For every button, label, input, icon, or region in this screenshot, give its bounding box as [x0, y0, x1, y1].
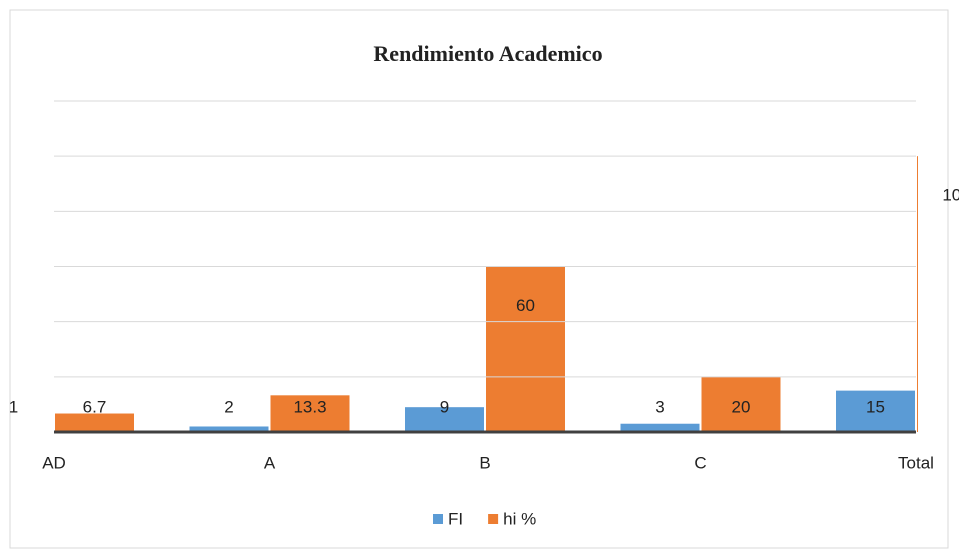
data-label: 3	[655, 397, 664, 416]
bar	[270, 395, 350, 432]
data-label: 15	[866, 397, 885, 416]
data-label: 2	[224, 397, 233, 416]
data-label: 20	[732, 397, 751, 416]
x-tick-label: B	[479, 453, 490, 472]
data-label: 100	[942, 186, 959, 205]
chart-border	[9, 9, 949, 549]
plot-area	[55, 156, 918, 432]
x-tick-label: A	[264, 453, 276, 472]
data-label: 6.7	[83, 397, 107, 416]
data-label: 1	[9, 397, 18, 416]
legend-label: hi %	[503, 509, 536, 528]
legend-swatch	[488, 514, 499, 524]
x-tick-label: AD	[42, 453, 66, 472]
data-label: 13.3	[293, 397, 326, 416]
bar	[55, 413, 134, 432]
bar	[917, 156, 918, 432]
bar	[836, 390, 915, 432]
bar	[486, 266, 565, 432]
data-label: 60	[516, 296, 535, 315]
legend-swatch	[433, 514, 443, 524]
legend-label: FI	[448, 509, 463, 528]
bar	[701, 376, 781, 432]
bar	[620, 423, 700, 432]
data-label: 9	[440, 397, 449, 416]
x-tick-label: C	[694, 453, 706, 472]
bar	[405, 407, 484, 432]
x-tick-label: Total	[898, 453, 934, 472]
chart-title: Rendimiento Academico	[373, 41, 602, 66]
bar	[189, 426, 269, 432]
